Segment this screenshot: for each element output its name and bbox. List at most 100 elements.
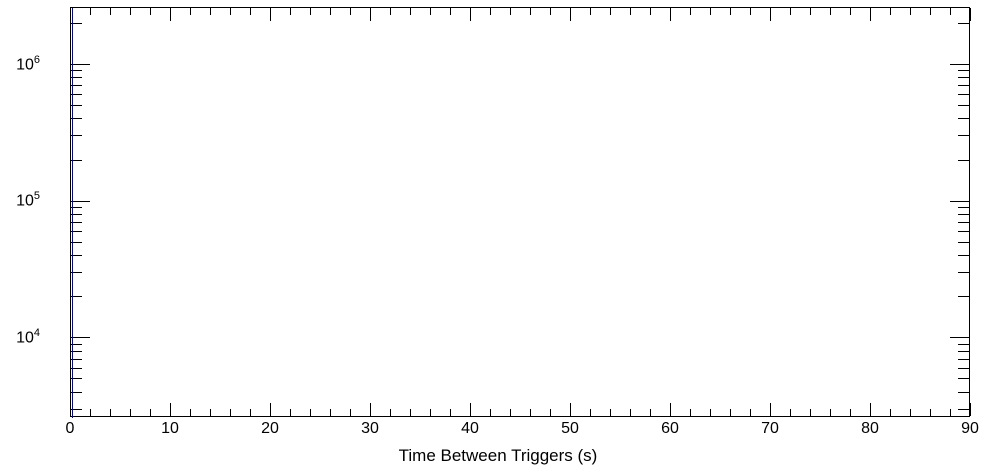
x-axis-major-tick xyxy=(570,8,572,21)
x-axis-minor-tick xyxy=(190,409,192,416)
x-axis-minor-tick xyxy=(210,409,212,416)
x-axis-major-tick xyxy=(570,403,572,416)
x-axis-minor-tick xyxy=(550,8,552,15)
x-axis-tick-label: 0 xyxy=(65,420,75,437)
x-axis-minor-tick xyxy=(130,8,132,15)
x-axis-major-tick xyxy=(870,8,872,21)
x-axis-minor-tick xyxy=(890,409,892,416)
y-axis-minor-tick xyxy=(71,85,82,87)
x-axis-minor-tick xyxy=(630,8,632,15)
x-axis-major-tick xyxy=(670,403,672,416)
x-axis-minor-tick xyxy=(290,8,292,15)
x-axis-minor-tick xyxy=(330,409,332,416)
x-axis-major-tick xyxy=(370,8,372,21)
y-axis-minor-tick xyxy=(71,206,82,208)
x-axis-major-tick xyxy=(770,8,772,21)
x-axis-minor-tick xyxy=(150,409,152,416)
x-axis-minor-tick xyxy=(110,409,112,416)
y-axis-minor-tick xyxy=(958,343,969,345)
x-axis-major-tick xyxy=(170,8,172,21)
x-axis-minor-tick xyxy=(930,8,932,15)
y-axis-tick-label: 104 xyxy=(16,328,40,346)
x-axis-tick-label: 20 xyxy=(261,420,279,437)
x-axis-tick-label: 70 xyxy=(761,420,779,437)
y-axis-minor-tick xyxy=(71,350,82,352)
x-axis-minor-tick xyxy=(250,409,252,416)
x-axis-minor-tick xyxy=(250,8,252,15)
x-axis-minor-tick xyxy=(530,8,532,15)
y-axis-minor-tick xyxy=(71,118,82,120)
x-axis-minor-tick xyxy=(610,8,612,15)
y-axis-minor-tick xyxy=(958,213,969,215)
y-axis-minor-tick xyxy=(71,159,82,161)
y-axis-minor-tick xyxy=(958,350,969,352)
x-axis-minor-tick xyxy=(830,8,832,15)
y-axis-minor-tick xyxy=(958,272,969,274)
x-axis-minor-tick xyxy=(690,409,692,416)
x-axis-major-tick xyxy=(470,403,472,416)
x-axis-minor-tick xyxy=(790,8,792,15)
x-axis-minor-tick xyxy=(590,8,592,15)
y-axis-minor-tick xyxy=(958,135,969,137)
x-axis-minor-tick xyxy=(950,409,952,416)
y-axis-minor-tick xyxy=(958,241,969,243)
y-axis-tick-label-exponent: 6 xyxy=(33,53,40,66)
x-axis-tick-label: 90 xyxy=(961,420,979,437)
y-axis-minor-tick xyxy=(71,255,82,257)
x-axis-minor-tick xyxy=(210,8,212,15)
y-axis-minor-tick xyxy=(71,135,82,137)
x-axis-minor-tick xyxy=(510,8,512,15)
x-axis-minor-tick xyxy=(390,409,392,416)
x-axis-minor-tick xyxy=(590,409,592,416)
y-axis-tick-labels: 104 105 106 xyxy=(0,7,64,417)
y-axis-minor-tick xyxy=(958,77,969,79)
x-axis-minor-tick xyxy=(90,8,92,15)
y-axis-minor-tick xyxy=(71,241,82,243)
histogram-series xyxy=(71,8,971,418)
y-axis-minor-tick xyxy=(958,70,969,72)
y-axis-minor-tick xyxy=(71,94,82,96)
y-axis-major-tick xyxy=(950,200,969,202)
y-axis-tick-label-mantissa: 10 xyxy=(16,329,34,347)
y-axis-minor-tick xyxy=(958,408,969,410)
x-axis-minor-tick xyxy=(530,409,532,416)
x-axis-minor-tick xyxy=(850,409,852,416)
y-axis-minor-tick xyxy=(71,230,82,232)
x-axis-tick-label: 50 xyxy=(561,420,579,437)
y-axis-minor-tick xyxy=(71,367,82,369)
x-axis-minor-tick xyxy=(330,8,332,15)
x-axis-minor-tick xyxy=(810,409,812,416)
x-axis-major-tick xyxy=(370,403,372,416)
x-axis-tick-label: 80 xyxy=(861,420,879,437)
y-axis-minor-tick xyxy=(71,213,82,215)
x-axis-tick-label: 30 xyxy=(361,420,379,437)
y-axis-minor-tick xyxy=(71,408,82,410)
plot-frame xyxy=(70,7,972,418)
x-axis-tick-label: 10 xyxy=(161,420,179,437)
y-axis-major-tick xyxy=(950,337,969,339)
x-axis-minor-tick xyxy=(490,409,492,416)
x-axis-minor-tick xyxy=(750,409,752,416)
x-axis-minor-tick xyxy=(950,8,952,15)
x-axis-major-tick xyxy=(670,8,672,21)
x-axis-minor-tick xyxy=(910,8,912,15)
y-axis-minor-tick xyxy=(958,159,969,161)
x-axis-minor-tick xyxy=(730,8,732,15)
y-axis-minor-tick xyxy=(958,358,969,360)
x-axis-minor-tick xyxy=(450,409,452,416)
x-axis-minor-tick xyxy=(450,8,452,15)
x-axis-major-tick xyxy=(870,403,872,416)
x-axis-minor-tick xyxy=(230,8,232,15)
y-axis-minor-tick xyxy=(71,70,82,72)
x-axis-major-tick xyxy=(770,403,772,416)
x-axis-minor-tick xyxy=(230,409,232,416)
y-axis-minor-tick xyxy=(71,296,82,298)
x-axis-minor-tick xyxy=(150,8,152,15)
x-axis-minor-tick xyxy=(430,409,432,416)
x-axis-minor-tick xyxy=(690,8,692,15)
y-axis-minor-tick xyxy=(958,22,969,24)
y-axis-minor-tick xyxy=(71,105,82,107)
x-axis-minor-tick xyxy=(830,409,832,416)
y-axis-minor-tick xyxy=(71,378,82,380)
